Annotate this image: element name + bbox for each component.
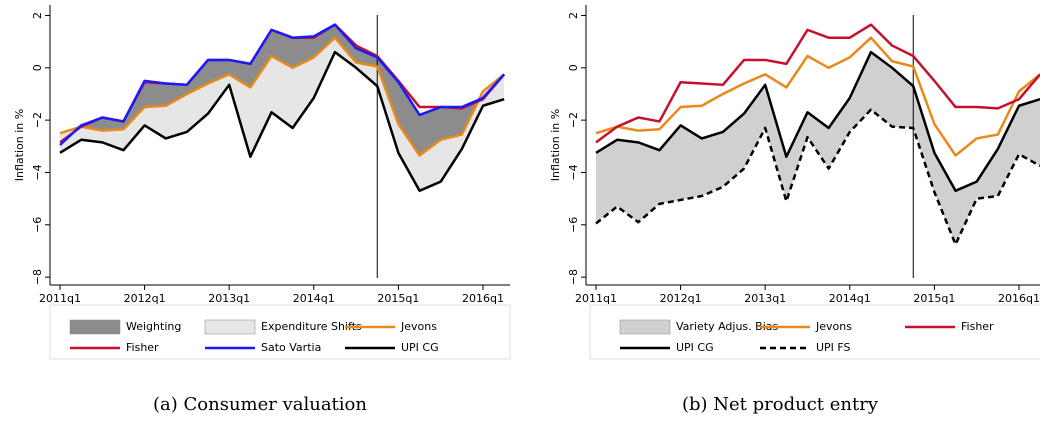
legend-swatch [619, 319, 671, 335]
line [595, 50, 1040, 193]
y-tick-label: −8 [31, 269, 44, 285]
x-tick-label: 2015q1 [913, 292, 955, 305]
y-tick-label: 0 [31, 64, 44, 71]
x-tick-label: 2016q1 [998, 292, 1040, 305]
line [595, 23, 1040, 144]
legend-label: Sato Vartia [261, 341, 321, 354]
x-tick-label: 2012q1 [660, 292, 702, 305]
y-tick-label: 0 [567, 64, 580, 71]
y-tick-label: −6 [31, 217, 44, 233]
legend-label: Weighting [126, 320, 181, 333]
line [59, 36, 505, 157]
line [59, 50, 505, 193]
line [595, 108, 1040, 246]
legend-label: UPI CG [676, 341, 714, 354]
y-tick-label: −6 [567, 217, 580, 233]
x-tick-label: 2014q1 [293, 292, 335, 305]
y-tick-label: −4 [567, 164, 580, 180]
legend-label: Jevons [400, 320, 437, 333]
y-axis-label: Inflation in % [13, 109, 26, 181]
y-tick-label: 2 [31, 12, 44, 19]
x-tick-label: 2013q1 [744, 292, 786, 305]
x-tick-label: 2014q1 [829, 292, 871, 305]
x-tick-label: 2011q1 [575, 292, 617, 305]
legend-label: Expenditure Shifts [261, 320, 362, 333]
area [60, 24, 505, 156]
line [595, 36, 1040, 157]
line [59, 23, 506, 146]
area [60, 37, 505, 191]
x-tick-label: 2016q1 [462, 292, 504, 305]
legend-label: UPI CG [401, 341, 439, 354]
legend-label: UPI FS [816, 341, 851, 354]
y-tick-label: −8 [567, 269, 580, 285]
legend-label: Jevons [815, 320, 852, 333]
y-axis-label: Inflation in % [549, 109, 562, 181]
panel: −8 −6 −4 −2 0 2 Inflation in % 2011q1 2012q1 2013… [549, 5, 1040, 305]
x-tick-label: 2013q1 [208, 292, 250, 305]
panel: −8 −6 −4 −2 0 2 Inflation in % 2011q1 2012q1 2013… [13, 5, 510, 305]
caption: (b) Net product entry [682, 394, 879, 415]
x-tick-label: 2015q1 [377, 292, 419, 305]
x-tick-label: 2012q1 [124, 292, 166, 305]
legend-swatch [204, 319, 256, 335]
y-tick-label: −2 [31, 112, 44, 128]
legend-swatch [69, 319, 121, 335]
legend-box [49, 304, 511, 360]
legend-label: Variety Adjus. Bias [676, 320, 778, 333]
y-tick-label: −4 [31, 164, 44, 180]
caption: (a) Consumer valuation [153, 394, 367, 415]
area [596, 52, 1040, 245]
y-tick-label: −2 [567, 112, 580, 128]
x-tick-label: 2011q1 [39, 292, 81, 305]
legend-box [589, 304, 1040, 360]
legend-label: Fisher [126, 341, 159, 354]
legend-label: Fisher [961, 320, 994, 333]
y-tick-label: 2 [567, 12, 580, 19]
